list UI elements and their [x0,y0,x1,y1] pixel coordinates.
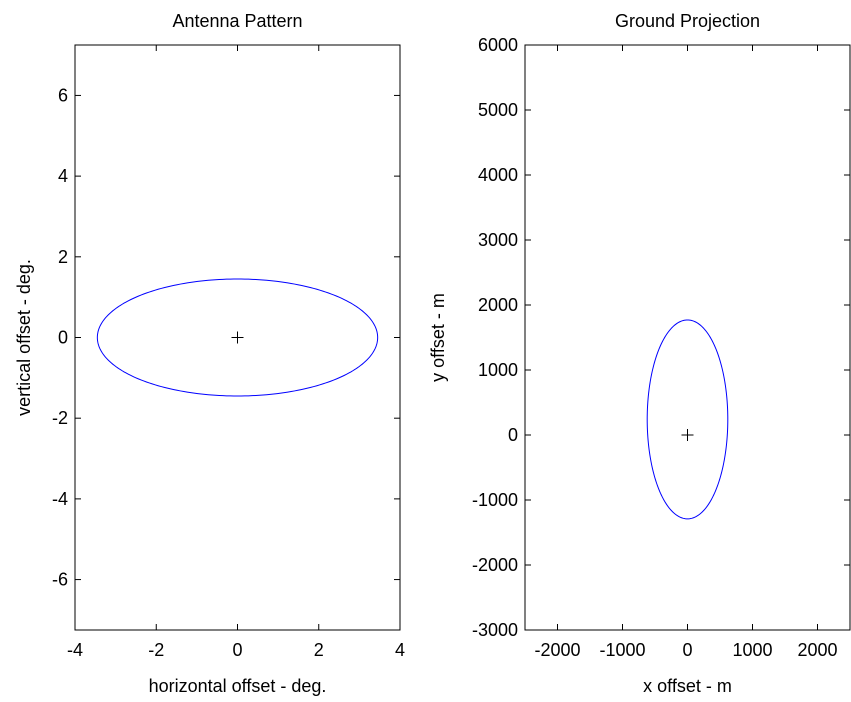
y-tick-label: 6 [58,85,68,105]
x-ticks: -4 -2 0 2 4 [67,45,405,660]
y-tick-label: 3000 [478,230,518,250]
y-tick-label: 6000 [478,35,518,55]
y-tick-label: 2000 [478,295,518,315]
x-tick-label: -1000 [599,640,645,660]
x-tick-label: 4 [395,640,405,660]
y-axis-label: vertical offset - deg. [14,259,34,416]
beam-ellipse-line [96,278,379,397]
antenna-pattern-panel: Antenna Pattern horizontal offset - deg.… [14,11,405,696]
y-tick-label: 4 [58,166,68,186]
chart-title: Antenna Pattern [172,11,302,31]
y-tick-label: -2 [52,408,68,428]
x-tick-label: -2000 [534,640,580,660]
y-tick-label: 1000 [478,360,518,380]
y-tick-label: -3000 [472,620,518,640]
y-tick-label: -2000 [472,555,518,575]
y-tick-label: 5000 [478,100,518,120]
x-tick-label: 2 [314,640,324,660]
y-tick-label: -6 [52,570,68,590]
axes-box [524,44,851,631]
chart-title: Ground Projection [615,11,760,31]
x-tick-label: 0 [232,640,242,660]
y-tick-label: -4 [52,489,68,509]
plot-area [96,278,379,397]
x-axis-label: x offset - m [643,676,732,696]
x-tick-label: -4 [67,640,83,660]
x-tick-label: -2 [148,640,164,660]
x-tick-label: 1000 [732,640,772,660]
y-tick-label: -1000 [472,490,518,510]
x-tick-label: 0 [682,640,692,660]
x-tick-label: 2000 [797,640,837,660]
y-tick-label: 0 [508,425,518,445]
x-ticks: -2000 -1000 0 1000 2000 [534,45,838,660]
beam-ellipse-line [646,319,729,520]
y-tick-label: 0 [58,328,68,348]
ground-projection-panel: Ground Projection x offset - m y offset … [428,11,851,696]
x-axis-label: horizontal offset - deg. [149,676,327,696]
y-ticks: -6 -4 -2 0 2 4 6 [52,85,400,590]
y-ticks: -3000 -2000 -1000 0 1000 2000 3000 4000 5000 6000 [472,35,850,640]
y-axis-label: y offset - m [428,293,448,382]
y-tick-label: 2 [58,247,68,267]
plot-area [646,319,729,520]
y-tick-label: 4000 [478,165,518,185]
